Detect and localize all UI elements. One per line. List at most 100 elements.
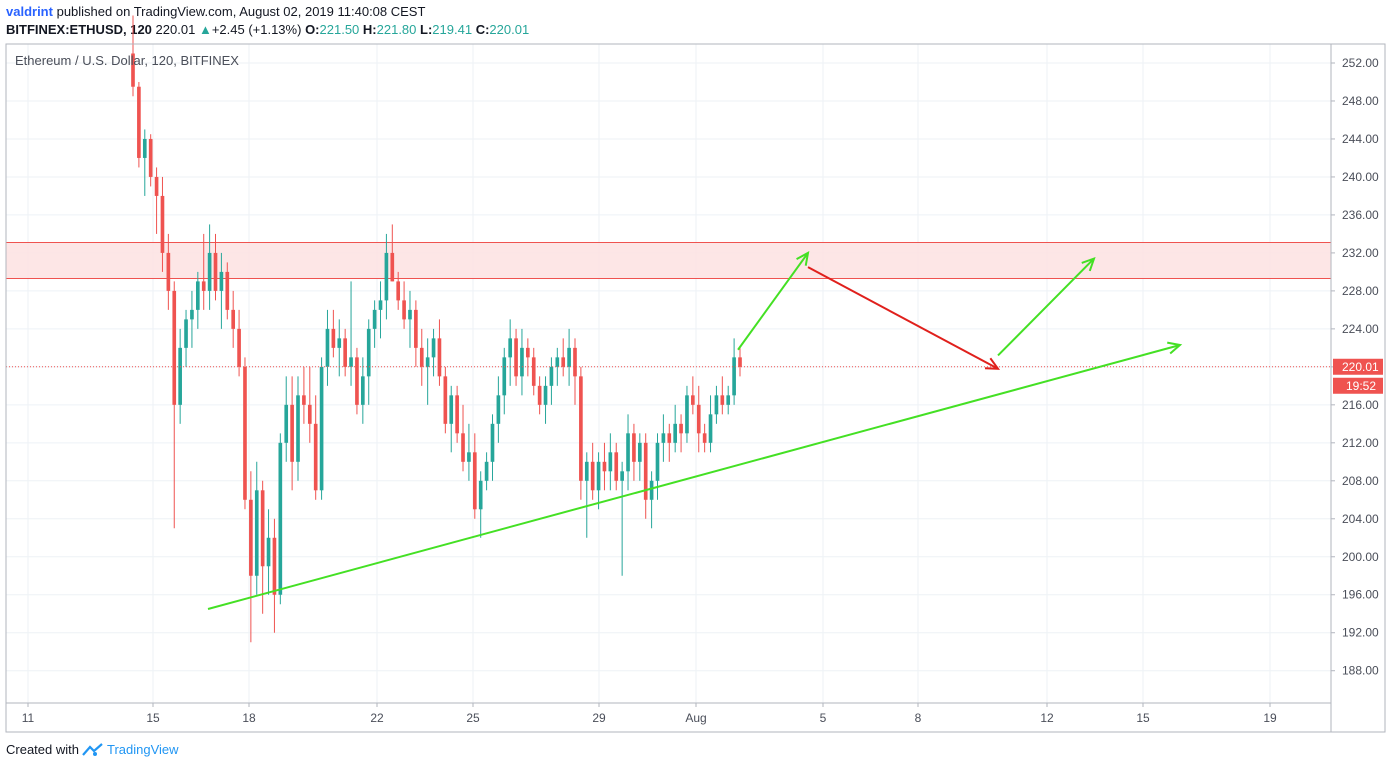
x-tick-label: Aug xyxy=(685,711,706,725)
candle-body xyxy=(673,423,678,443)
candle-body xyxy=(643,442,648,500)
candle-body xyxy=(284,404,289,443)
x-tick-label: 15 xyxy=(146,711,160,725)
candle-body xyxy=(596,461,601,491)
arrowhead-icon xyxy=(796,251,810,266)
candle-body xyxy=(679,423,683,434)
candle-body xyxy=(219,271,224,291)
candle-body xyxy=(408,309,412,320)
candle-body xyxy=(260,490,265,567)
candle-body xyxy=(702,433,707,443)
candle-body xyxy=(278,442,283,595)
open-value: 221.50 xyxy=(319,22,360,37)
time-axis[interactable]: 11 15 18 22 25 29 Aug 5 8 12 15 19 xyxy=(22,703,1277,725)
candle-body xyxy=(467,452,471,462)
arrowhead-icon xyxy=(1167,341,1183,355)
candle-body xyxy=(461,433,465,462)
candle-body xyxy=(726,395,731,405)
candle-body xyxy=(620,471,624,481)
candle-body xyxy=(720,395,725,405)
up-arrow[interactable] xyxy=(997,257,1095,357)
candle-body xyxy=(384,252,389,301)
candle-body xyxy=(307,404,312,424)
candle-body xyxy=(331,328,336,348)
candle-body xyxy=(573,347,577,377)
candle-body xyxy=(567,347,571,367)
candle-body xyxy=(561,357,566,367)
support-trendline[interactable] xyxy=(207,344,1181,610)
candle-body xyxy=(732,357,736,396)
candle-body xyxy=(425,357,430,367)
resistance-zone xyxy=(6,242,1331,279)
candle-body xyxy=(249,499,253,576)
candle-body xyxy=(325,328,330,367)
symbol-info: BITFINEX:ETHUSD, 120 220.01 ▲+2.45 (+1.1… xyxy=(6,22,529,37)
candle-body xyxy=(366,328,371,377)
publish-info: valdrint published on TradingView.com, A… xyxy=(6,4,425,19)
candle-body xyxy=(714,395,719,415)
tradingview-brand[interactable]: TradingView xyxy=(106,742,179,757)
candle-body xyxy=(496,395,501,424)
created-with-text: Created with xyxy=(6,742,79,757)
candle-body xyxy=(484,461,489,481)
candle-body xyxy=(148,138,153,177)
candle-body xyxy=(602,461,607,472)
candle-body xyxy=(237,328,241,367)
candle-body xyxy=(313,423,318,491)
candle-body xyxy=(361,376,365,405)
price-tags: 220.01 19:52 xyxy=(1333,358,1383,394)
x-tick-label: 12 xyxy=(1040,711,1054,725)
down-arrow[interactable] xyxy=(807,266,999,370)
y-tick-label: 208.00 xyxy=(1342,474,1379,488)
published-text: published on TradingView.com, August 02,… xyxy=(56,4,426,19)
candle-body xyxy=(302,395,306,405)
x-tick-label: 11 xyxy=(22,711,35,725)
last-price-tag-label: 220.01 xyxy=(1342,360,1379,374)
candle-body xyxy=(195,281,200,310)
candle-body xyxy=(502,357,507,396)
candle-body xyxy=(337,338,342,348)
last-price: 220.01 xyxy=(155,22,196,37)
candle-body xyxy=(490,423,495,462)
close-label: C: xyxy=(475,22,490,37)
y-tick-label: 240.00 xyxy=(1342,170,1379,184)
low-value: 219.41 xyxy=(432,22,473,37)
candle-body xyxy=(243,366,247,500)
candle-body xyxy=(449,395,454,424)
trend-drawings xyxy=(207,251,1183,610)
y-tick-label: 228.00 xyxy=(1342,284,1379,298)
candle-body xyxy=(549,366,554,386)
candle-body xyxy=(632,433,636,462)
candle-body xyxy=(478,480,483,510)
candle-body xyxy=(696,404,701,434)
author-name[interactable]: valdrint xyxy=(6,4,53,19)
candle-body xyxy=(626,433,630,472)
y-tick-label: 248.00 xyxy=(1342,94,1379,108)
candle-body xyxy=(419,347,424,367)
symbol-label: BITFINEX:ETHUSD, 120 xyxy=(6,22,152,37)
x-tick-label: 29 xyxy=(592,711,606,725)
candle-body xyxy=(372,309,377,329)
candle-body xyxy=(343,338,347,367)
chart-title: Ethereum / U.S. Dollar, 120, BITFINEX xyxy=(15,53,239,68)
y-tick-label: 244.00 xyxy=(1342,132,1379,146)
candle-body xyxy=(531,357,536,386)
candle-body xyxy=(514,338,518,377)
candle-body xyxy=(649,480,654,500)
candle-body xyxy=(207,252,212,291)
x-tick-label: 8 xyxy=(915,711,922,725)
y-tick-label: 252.00 xyxy=(1342,56,1379,70)
candle-body xyxy=(137,86,141,158)
candle-body xyxy=(231,309,236,329)
candle-body xyxy=(443,376,448,424)
up-arrow[interactable] xyxy=(737,252,809,351)
countdown-tag xyxy=(1333,377,1383,394)
x-tick-label: 25 xyxy=(466,711,480,725)
candle-body xyxy=(508,338,512,358)
candle-body xyxy=(184,319,188,348)
candle-body xyxy=(655,442,660,481)
candle-body xyxy=(172,290,177,405)
chart-grid xyxy=(6,44,1331,703)
candle-body xyxy=(555,357,560,367)
